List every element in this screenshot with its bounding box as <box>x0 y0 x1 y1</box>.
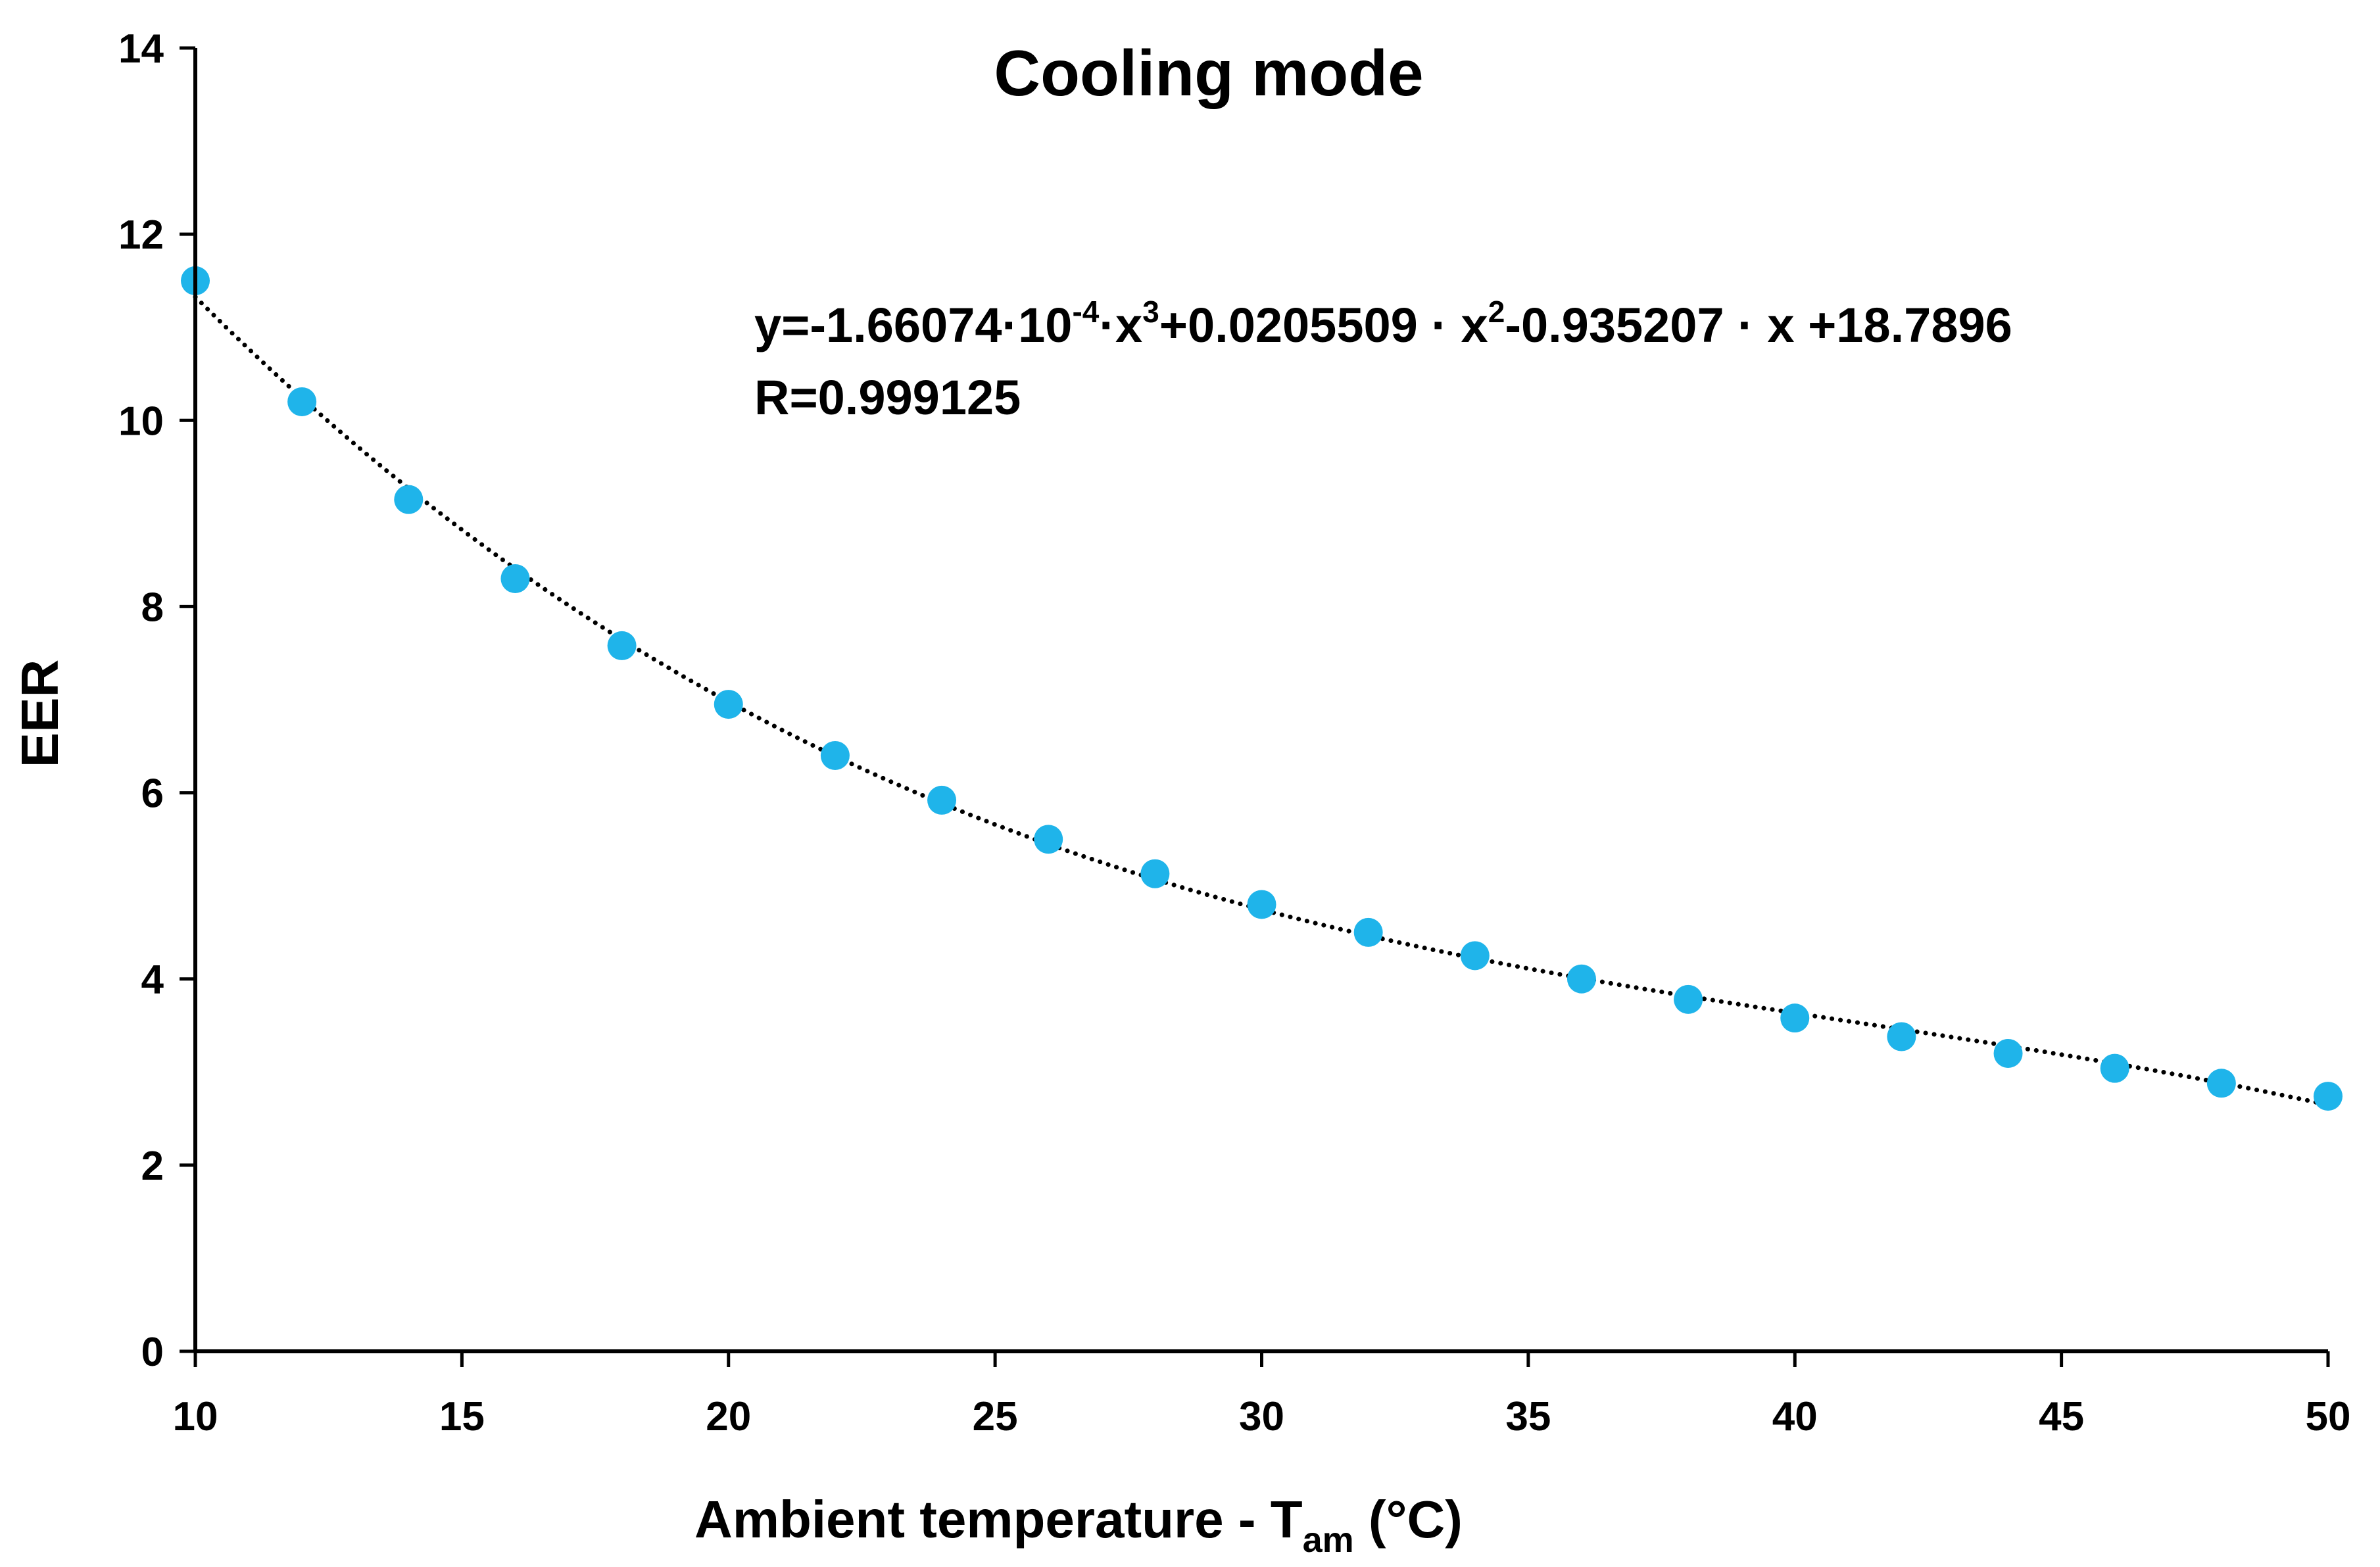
data-point <box>1674 984 1703 1014</box>
y-tick-label: 10 <box>118 398 164 444</box>
x-axis-title: Ambient temperature - Tam (°C) <box>694 1490 1463 1560</box>
x-tick-label: 25 <box>973 1394 1018 1439</box>
x-tick-label: 35 <box>1505 1394 1551 1439</box>
data-point <box>607 631 637 660</box>
y-tick-label: 12 <box>118 212 164 258</box>
data-point <box>2100 1053 2129 1083</box>
x-tick-label: 45 <box>2039 1394 2084 1439</box>
data-point <box>1460 941 1490 971</box>
data-point <box>287 387 317 416</box>
y-axis-ticks: 0 2 4 6 8 10 12 14 <box>118 26 195 1375</box>
chart-title: Cooling mode <box>994 37 1423 109</box>
x-tick-label: 10 <box>173 1394 218 1439</box>
y-tick-label: 2 <box>141 1144 164 1189</box>
x-axis-title-subscript: am <box>1303 1520 1354 1560</box>
data-point <box>394 485 424 514</box>
x-axis-title-main: Ambient temperature - T <box>694 1490 1303 1549</box>
y-tick-label: 0 <box>141 1330 164 1375</box>
equation-exponent-2: 3 <box>1142 295 1159 329</box>
x-tick-label: 20 <box>706 1394 751 1439</box>
data-point <box>1034 825 1063 854</box>
data-point <box>2206 1069 2236 1098</box>
y-tick-label: 6 <box>141 771 164 817</box>
trend-equation: y=-1.66074·10-4·x3+0.0205509 · x2-0.9352… <box>754 295 2012 352</box>
data-point <box>820 740 850 770</box>
data-point <box>2314 1082 2343 1111</box>
data-point <box>1566 964 1596 994</box>
x-tick-label: 30 <box>1239 1394 1284 1439</box>
y-tick-label: 8 <box>141 585 164 630</box>
equation-exponent-1: -4 <box>1072 295 1099 329</box>
data-point <box>1247 890 1276 919</box>
y-tick-label: 14 <box>118 26 164 72</box>
data-point <box>1140 859 1170 888</box>
y-axis-title: EER <box>11 660 69 768</box>
data-points <box>181 266 2343 1111</box>
x-axis-ticks: 10 15 20 25 30 35 40 45 50 <box>173 1351 2351 1439</box>
equation-part-1: y=-1.66074·10 <box>754 298 1072 352</box>
data-point <box>1780 1003 1810 1033</box>
data-point <box>714 690 743 719</box>
trendline <box>193 295 2331 1107</box>
equation-part-2: ·x <box>1099 298 1142 352</box>
x-tick-label: 15 <box>439 1394 485 1439</box>
x-tick-label: 40 <box>1772 1394 1818 1439</box>
equation-part-4: -0.935207 · x +18.7896 <box>1505 298 2012 352</box>
equation-part-3: +0.0205509 · x <box>1159 298 1488 352</box>
x-axis-title-unit: (°C) <box>1354 1490 1463 1549</box>
data-point <box>1887 1022 1916 1051</box>
data-point <box>927 785 957 815</box>
y-tick-label: 4 <box>141 957 164 1003</box>
x-tick-label: 50 <box>2306 1394 2351 1439</box>
data-point <box>1993 1038 2023 1068</box>
data-point <box>1353 917 1383 947</box>
equation-exponent-3: 2 <box>1488 295 1505 329</box>
data-point <box>500 564 530 593</box>
r-value: R=0.999125 <box>754 370 1021 425</box>
